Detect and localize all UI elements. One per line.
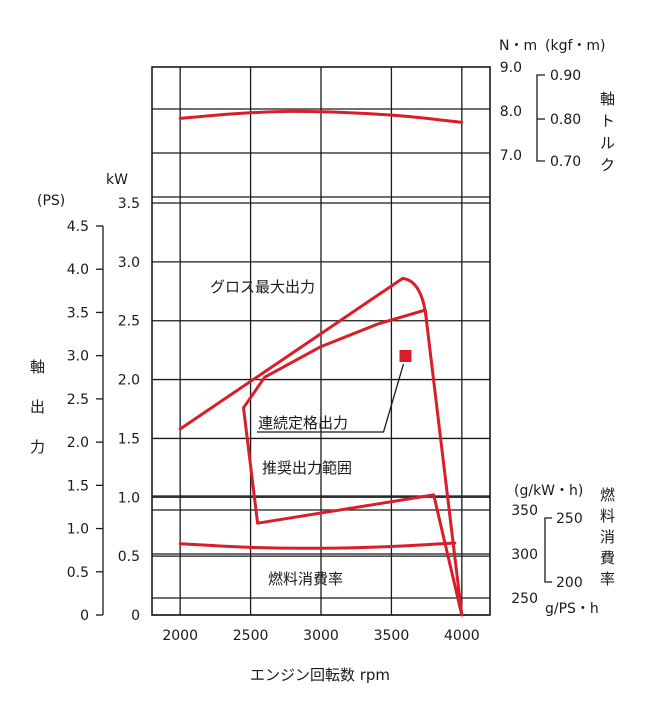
fuel-axis-label: 燃料消費率 xyxy=(600,486,615,588)
continuous-rating-marker xyxy=(399,350,412,362)
x-tick-label: 2000 xyxy=(162,628,198,644)
fuel-consumption-curve xyxy=(178,541,457,550)
torque-curve xyxy=(178,109,464,124)
x-tick-label: 2500 xyxy=(233,628,269,644)
power-axis-label-char: 出 xyxy=(30,398,45,416)
power-axis-label: 軸出力 xyxy=(30,358,45,456)
continuous-rating-label: 連続定格出力 xyxy=(258,414,348,432)
ps-tick-label: 0 xyxy=(80,608,89,624)
torque-kgfm-tick-label: 0.90 xyxy=(550,68,581,84)
kw-tick-label: 1.5 xyxy=(118,431,140,447)
fuel-axis-ticks: 350 300 250 250 200 xyxy=(511,503,582,607)
fuel-axis-label-char: 燃 xyxy=(600,486,615,504)
torque-kgfm-tick-label: 0.80 xyxy=(550,112,581,128)
ps-unit-label: (PS) xyxy=(37,193,65,209)
x-axis-ticks: 2000 2500 3000 3500 4000 xyxy=(162,628,479,644)
ps-tick-label: 2.5 xyxy=(67,392,89,408)
ps-tick-label: 0.5 xyxy=(67,565,89,581)
power-axis-label-char: 力 xyxy=(30,438,45,456)
ps-tick-label: 4.5 xyxy=(67,219,89,235)
x-axis-label: エンジン回転数 rpm xyxy=(250,666,390,684)
fuel-consumption-label: 燃料消費率 xyxy=(268,570,343,588)
gross-max-power-label: グロス最大出力 xyxy=(210,278,315,296)
torque-axis-label-char: 軸 xyxy=(600,90,615,108)
fuel-bracket xyxy=(544,517,552,583)
fuel-psh-unit-label: g/PS・h xyxy=(545,601,599,617)
kw-tick-label: 3.5 xyxy=(118,196,140,212)
recommended-output-range-outline xyxy=(242,308,464,617)
torque-kgfm-unit-label: (kgf・m) xyxy=(545,38,605,54)
ps-tick-label: 1.0 xyxy=(67,522,89,538)
torque-axis-label-char: ク xyxy=(600,156,615,174)
power-axis-label-char: 軸 xyxy=(30,358,45,376)
kw-tick-label: 3.0 xyxy=(118,255,140,271)
torque-axis-label-char: ト xyxy=(600,112,615,130)
fuel-axis-label-char: 料 xyxy=(600,507,615,525)
ps-tick-label: 2.0 xyxy=(67,435,89,451)
torque-nm-tick-label: 9.0 xyxy=(500,60,522,76)
torque-nm-tick-label: 8.0 xyxy=(500,104,522,120)
kw-tick-label: 2.0 xyxy=(118,373,140,389)
x-tick-label: 3500 xyxy=(374,628,410,644)
ps-axis-ticks: 0 0.5 1.0 1.5 2.0 2.5 3.0 3.5 4.0 4.5 xyxy=(67,219,103,624)
kw-axis-ticks: 0 0.5 1.0 1.5 2.0 2.5 3.0 3.5 xyxy=(118,196,140,624)
kw-tick-label: 2.5 xyxy=(118,314,140,330)
ps-tick-label: 3.0 xyxy=(67,349,89,365)
kw-tick-label: 1.0 xyxy=(118,490,140,506)
fuel-kwh-tick-label: 300 xyxy=(511,547,538,563)
kw-tick-label: 0 xyxy=(131,608,140,624)
ps-tick-label: 4.0 xyxy=(67,262,89,278)
fuel-psh-tick-label: 200 xyxy=(556,575,583,591)
gross-max-power-curve xyxy=(178,276,429,431)
torque-kgfm-tick-label: 0.70 xyxy=(550,154,581,170)
continuous-rating-leader-line xyxy=(257,363,405,433)
x-tick-label: 3000 xyxy=(303,628,339,644)
fuel-kwh-tick-label: 350 xyxy=(511,503,538,519)
fuel-axis-label-char: 消 xyxy=(600,528,615,546)
kw-unit-label: kW xyxy=(106,172,128,188)
fuel-kwh-unit-label: (g/kW・h) xyxy=(514,483,583,499)
torque-nm-unit-label: N・m xyxy=(499,38,537,54)
fuel-axis-label-char: 費 xyxy=(600,549,615,567)
torque-axis-ticks: 7.0 8.0 9.0 0.90 0.80 0.70 xyxy=(500,60,581,170)
grid-lines xyxy=(152,67,490,616)
kw-tick-label: 0.5 xyxy=(118,549,140,565)
ps-tick-label: 3.5 xyxy=(67,305,89,321)
fuel-axis-label-char: 率 xyxy=(600,570,615,588)
fuel-kwh-tick-label: 250 xyxy=(511,591,538,607)
ps-tick-label: 1.5 xyxy=(67,478,89,494)
torque-nm-tick-label: 7.0 xyxy=(500,148,522,164)
torque-bracket xyxy=(536,74,545,162)
recommended-range-label: 推奨出力範囲 xyxy=(262,459,352,477)
fuel-psh-tick-label: 250 xyxy=(556,511,583,527)
x-tick-label: 4000 xyxy=(444,628,480,644)
torque-axis-label-char: ル xyxy=(600,134,615,152)
